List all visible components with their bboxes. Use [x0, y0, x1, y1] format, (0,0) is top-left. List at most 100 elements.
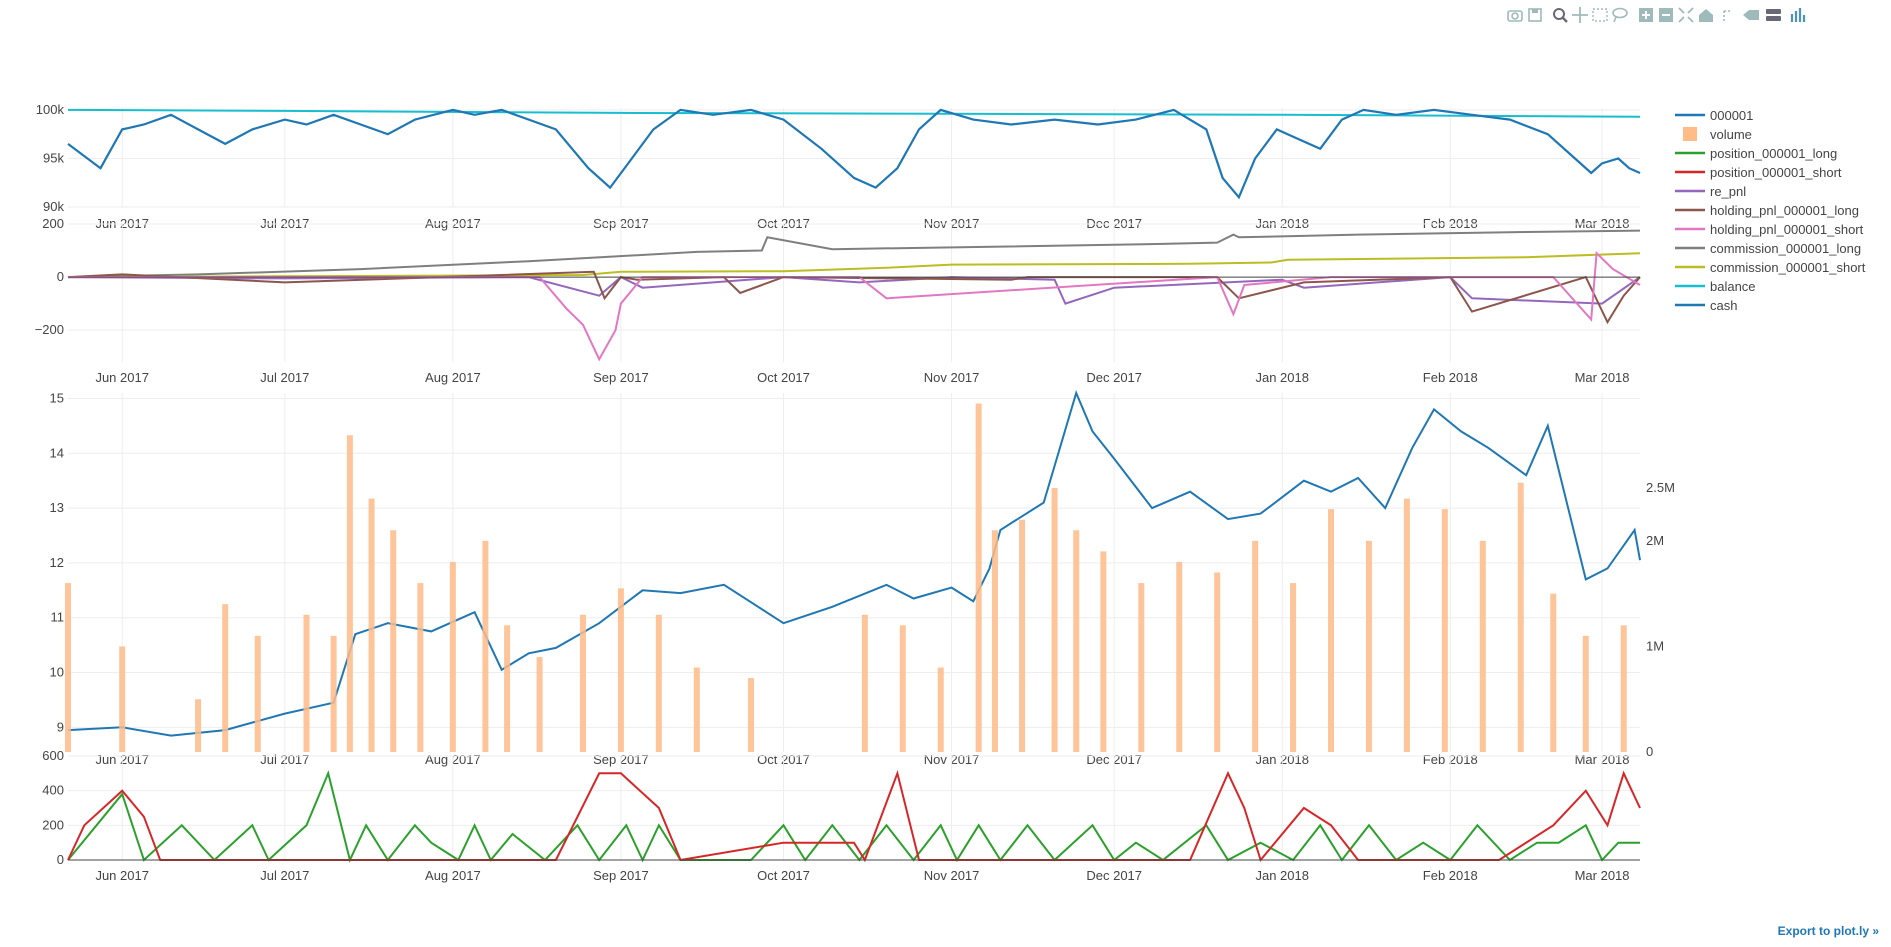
volume-bar [579, 614, 586, 752]
series-line-holding-pnl-000001-short [68, 250, 1641, 362]
y2-tick-label: 0 [1646, 744, 1653, 759]
zoom-in-icon[interactable] [1636, 5, 1656, 25]
y-tick-label: 200 [42, 216, 64, 231]
legend-item-position-000001-short[interactable]: position_000001_short [1675, 165, 1842, 180]
volume-bar [899, 625, 906, 752]
legend-item-volume[interactable]: volume [1683, 127, 1752, 142]
legend-label: balance [1710, 279, 1756, 294]
x-tick-label: Dec 2017 [1086, 370, 1142, 385]
legend-item-position-000001-long[interactable]: position_000001_long [1675, 146, 1837, 161]
camera-icon[interactable] [1505, 5, 1525, 25]
x-tick-label: Nov 2017 [924, 370, 980, 385]
volume-bar [504, 625, 511, 752]
legend-item-000001[interactable]: 000001 [1675, 108, 1753, 123]
legend-item-re-pnl[interactable]: re_pnl [1675, 184, 1746, 199]
legend-label: commission_000001_long [1710, 241, 1861, 256]
y-tick-label: 600 [42, 748, 64, 763]
volume-bar [1290, 583, 1297, 752]
plotly-logo-icon[interactable] [1788, 5, 1808, 25]
volume-bar [748, 678, 755, 752]
x-tick-label: Mar 2018 [1575, 868, 1630, 883]
lasso-icon[interactable] [1610, 5, 1630, 25]
volume-bar [1073, 530, 1080, 752]
series-line-position-000001-short [67, 769, 1641, 863]
volume-bar [1582, 635, 1589, 752]
export-to-plotly-link[interactable]: Export to plot.ly » [1777, 924, 1879, 938]
hover-compare-icon[interactable] [1763, 5, 1783, 25]
series-line-cash [67, 108, 1641, 200]
volume-bar [937, 667, 944, 752]
save-icon[interactable] [1525, 5, 1545, 25]
x-tick-label: Sep 2017 [593, 370, 649, 385]
zoom-icon[interactable] [1550, 5, 1570, 25]
x-tick-label: Feb 2018 [1423, 370, 1478, 385]
volume-bar [254, 635, 261, 752]
volume-bar [1517, 482, 1524, 752]
zoom-out-icon[interactable] [1656, 5, 1676, 25]
x-tick-label: Feb 2018 [1423, 868, 1478, 883]
volume-bar [1403, 498, 1410, 752]
series-line-000001 [67, 390, 1641, 737]
legend-label: cash [1710, 298, 1737, 313]
volume-bar [1019, 519, 1026, 752]
spike-lines-icon[interactable] [1720, 5, 1740, 25]
x-tick-label: Mar 2018 [1575, 370, 1630, 385]
pan-icon[interactable] [1570, 5, 1590, 25]
volume-bar [1100, 551, 1107, 752]
box-select-icon[interactable] [1590, 5, 1610, 25]
volume-bar [1365, 540, 1372, 752]
volume-bar [975, 403, 982, 752]
hover-closest-icon[interactable] [1740, 5, 1760, 25]
x-tick-label: Jun 2017 [95, 370, 149, 385]
volume-bar [1550, 593, 1557, 752]
y-tick-label: 400 [42, 783, 64, 798]
chart-panel-4: 0 200 400 600 Jun 2017 Jul 2017 Aug 2017 Sep 20… [42, 748, 1641, 883]
y-tick-label: 10 [50, 665, 64, 680]
volume-bar [1176, 561, 1183, 752]
volume-bar [991, 530, 998, 752]
volume-bar [449, 561, 456, 752]
volume-bar [330, 635, 337, 752]
legend: 000001 volume position_000001_long position… [1675, 108, 1866, 313]
legend-item-holding-pnl-000001-short[interactable]: holding_pnl_000001_short [1675, 222, 1864, 237]
volume-bar [861, 614, 868, 752]
legend-item-balance[interactable]: balance [1675, 279, 1756, 294]
x-tick-label: Aug 2017 [425, 370, 481, 385]
y-tick-label: 100k [36, 102, 65, 117]
volume-bar [693, 667, 700, 752]
legend-label: 000001 [1710, 108, 1753, 123]
volume-bar [303, 614, 310, 752]
x-tick-label: Aug 2017 [425, 868, 481, 883]
volume-bar [195, 699, 202, 752]
volume-bar [222, 604, 229, 752]
volume-bar [1328, 509, 1335, 752]
x-tick-label: Dec 2017 [1086, 868, 1142, 883]
reset-axes-icon[interactable] [1696, 5, 1716, 25]
volume-bar [482, 540, 489, 752]
y-tick-label: 90k [43, 199, 64, 214]
legend-item-commission-000001-short[interactable]: commission_000001_short [1675, 260, 1866, 275]
y-tick-label: 11 [51, 610, 65, 625]
series-line-commission-000001-short [67, 252, 1641, 279]
autoscale-icon[interactable] [1676, 5, 1696, 25]
x-tick-label: Jul 2017 [260, 868, 309, 883]
y-tick-label: 200 [42, 817, 64, 832]
series-line-re-pnl [67, 275, 1641, 305]
x-tick-label: Jun 2017 [95, 868, 149, 883]
volume-bar [1441, 509, 1448, 752]
x-tick-label: Jul 2017 [260, 370, 309, 385]
legend-label: commission_000001_short [1710, 260, 1866, 275]
volume-bar [655, 614, 662, 752]
y-tick-label: 0 [57, 852, 64, 867]
volume-bar [346, 435, 353, 752]
y2-tick-label: 2M [1646, 533, 1664, 548]
legend-item-cash[interactable]: cash [1675, 298, 1737, 313]
legend-item-commission-000001-long[interactable]: commission_000001_long [1675, 241, 1861, 256]
series-line-commission-000001-long [67, 229, 1641, 279]
legend-label: holding_pnl_000001_short [1710, 222, 1864, 237]
legend-item-holding-pnl-000001-long[interactable]: holding_pnl_000001_long [1675, 203, 1859, 218]
series-line-holding-pnl-000001-long [67, 270, 1641, 325]
